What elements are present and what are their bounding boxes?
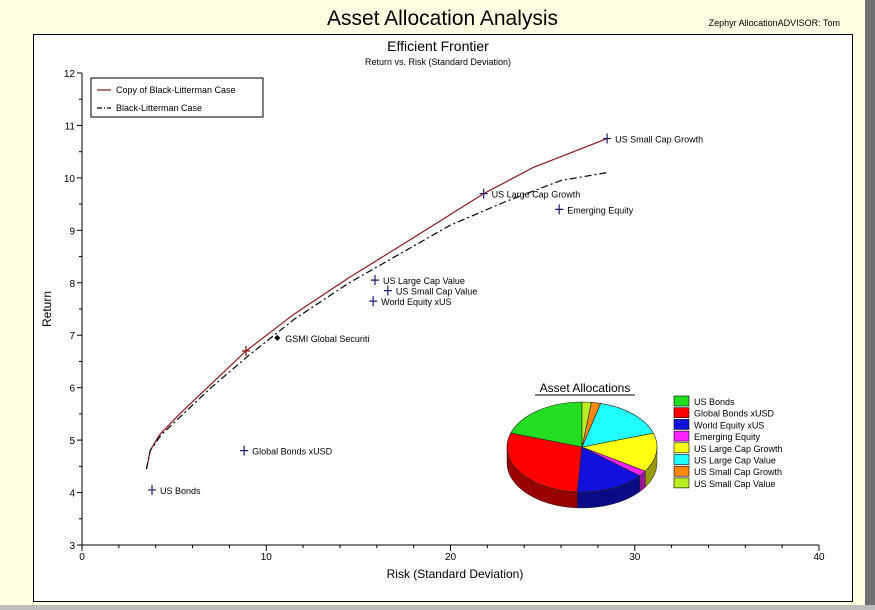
- asset-label: World Equity xUS: [381, 297, 451, 307]
- frontier-line: [145, 138, 608, 470]
- x-tick-label: 10: [261, 552, 273, 563]
- asset-point: [555, 204, 564, 215]
- asset-label: US Small Cap Value: [396, 287, 477, 297]
- x-axis-label: Risk (Standard Deviation): [387, 567, 524, 581]
- asset-label: US Small Cap Growth: [615, 135, 703, 145]
- pie-legend-label: Global Bonds xUSD: [694, 409, 775, 419]
- chart-legend: [90, 77, 264, 118]
- window-edge-right: [865, 0, 875, 610]
- asset-label: Emerging Equity: [567, 205, 634, 215]
- pie-legend-label: US Small Cap Growth: [694, 467, 782, 477]
- chart-title: Efficient Frontier: [387, 38, 489, 54]
- asset-label: US Bonds: [160, 486, 201, 496]
- pie-legend-label: US Large Cap Value: [694, 456, 776, 466]
- pie-legend-swatch: [673, 407, 690, 419]
- x-tick-label: 30: [629, 552, 641, 563]
- pie-legend-label: US Small Cap Value: [694, 479, 775, 489]
- asset-point: [370, 275, 379, 286]
- frontier-line: [145, 172, 608, 470]
- asset-point: [148, 484, 157, 495]
- asset-point: [479, 188, 488, 199]
- x-tick-label: 40: [813, 552, 825, 563]
- pie-legend-swatch: [673, 454, 690, 465]
- pie-legend-swatch: [673, 430, 690, 442]
- y-tick-label: 8: [69, 279, 75, 290]
- pie-slice: [581, 401, 592, 448]
- asset-point: [369, 296, 378, 307]
- asset-label: GSMI Global Securiti: [285, 334, 369, 344]
- y-tick-label: 4: [69, 489, 75, 500]
- asset-point: [274, 334, 281, 341]
- asset-label: US Large Cap Growth: [492, 190, 581, 200]
- y-tick-label: 5: [69, 436, 75, 447]
- asset-point: [383, 285, 392, 296]
- pie-legend-label: World Equity xUS: [694, 420, 764, 430]
- chart-subtitle: Return vs. Risk (Standard Deviation): [365, 57, 511, 67]
- legend-label: Black-Litterman Case: [116, 103, 202, 113]
- asset-point: [240, 445, 249, 456]
- y-tick-label: 3: [69, 541, 75, 552]
- selected-portfolio-point: [241, 345, 250, 356]
- app-label: Zephyr AllocationADVISOR: Tom: [708, 18, 840, 28]
- y-tick-label: 11: [65, 121, 76, 132]
- pie-slice: [581, 403, 654, 448]
- legend-label: Copy of Black-Litterman Case: [116, 85, 236, 95]
- pie-slice: [580, 432, 658, 472]
- pie-slice: [576, 446, 641, 493]
- chart-frame: [33, 34, 853, 602]
- y-tick-label: 6: [69, 384, 75, 395]
- x-tick-label: 20: [445, 552, 457, 563]
- x-tick-label: 0: [79, 552, 85, 563]
- pie-slice: [510, 401, 583, 448]
- y-tick-label: 9: [69, 226, 75, 237]
- pie-legend-swatch: [673, 477, 690, 489]
- y-tick-label: 12: [64, 69, 76, 80]
- pie-legend-swatch: [673, 395, 690, 407]
- pie-title: Asset Allocations: [540, 381, 631, 395]
- window-edge-bottom: [0, 605, 875, 610]
- y-tick-label: 7: [69, 331, 75, 342]
- y-axis-label: Return: [40, 291, 54, 327]
- y-tick-label: 10: [64, 174, 76, 185]
- pie-legend-label: US Bonds: [694, 397, 735, 407]
- pie-legend-swatch: [673, 419, 690, 430]
- asset-label: Global Bonds xUSD: [252, 447, 333, 457]
- asset-point: [603, 133, 612, 144]
- asset-label: US Large Cap Value: [383, 276, 465, 286]
- pie-legend-swatch: [673, 465, 690, 477]
- pie-legend-swatch: [673, 442, 690, 454]
- page-title: Asset Allocation Analysis: [326, 7, 559, 30]
- pie-legend-label: Emerging Equity: [694, 432, 761, 442]
- pie-legend-label: US Large Cap Growth: [694, 444, 783, 454]
- pie-slice: [506, 432, 583, 493]
